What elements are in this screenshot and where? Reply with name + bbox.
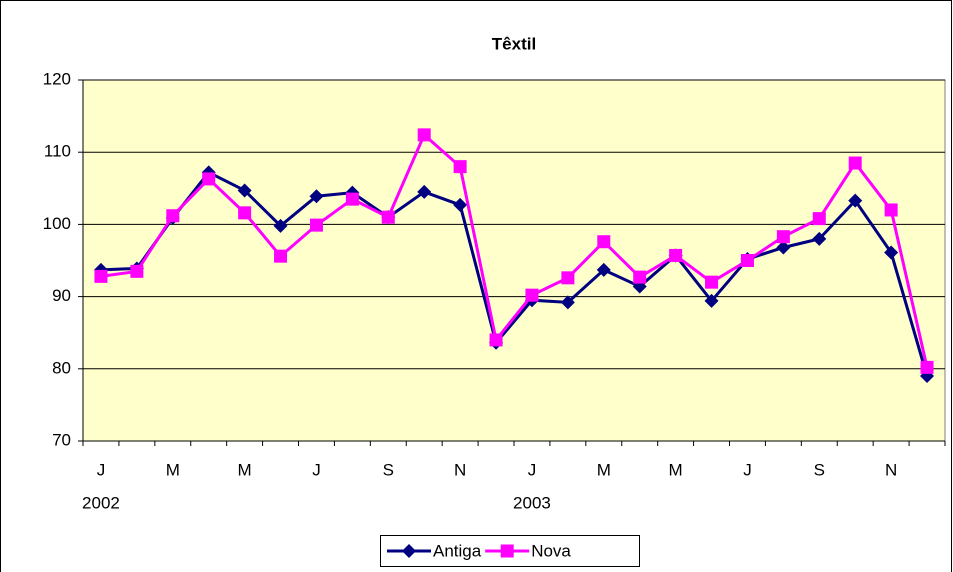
legend-marker (402, 544, 416, 558)
point (417, 184, 432, 199)
point (848, 156, 862, 170)
chart-title: Têxtil (492, 34, 536, 53)
point (309, 218, 323, 232)
point (633, 270, 647, 284)
point (166, 209, 180, 223)
point (884, 245, 899, 260)
point (812, 212, 826, 226)
point (237, 183, 252, 198)
y-tick-label: 80 (52, 358, 71, 377)
y-tick-label: 120 (43, 69, 71, 88)
x-tick-label: N (454, 460, 466, 479)
point (345, 192, 359, 206)
point (596, 262, 611, 277)
point (669, 248, 683, 262)
x-tick-label: N (885, 460, 897, 479)
point (560, 295, 575, 310)
point (453, 197, 468, 212)
x-tick-label: S (814, 460, 825, 479)
y-tick-label: 110 (44, 142, 71, 161)
legend-label: Nova (531, 541, 571, 560)
x-tick-label: M (597, 460, 611, 479)
point (238, 206, 252, 220)
point (381, 210, 395, 224)
x-tick-label: J (97, 460, 106, 479)
y-tick-label: 100 (43, 214, 71, 233)
point (130, 264, 144, 278)
point (704, 293, 719, 308)
point (812, 231, 827, 246)
point (848, 193, 863, 208)
point (597, 235, 611, 249)
point (274, 249, 288, 263)
series-line (100, 170, 929, 377)
point (273, 218, 288, 233)
point (776, 230, 790, 244)
x-tick-label: M (669, 460, 683, 479)
point (561, 271, 575, 285)
y-tick-label: 70 (52, 430, 71, 449)
x-tick-label: M (166, 460, 180, 479)
point (202, 172, 216, 186)
year-label: 2002 (82, 493, 120, 512)
legend-label: Antiga (433, 541, 482, 560)
point (776, 240, 791, 255)
year-label: 2003 (513, 493, 551, 512)
point (920, 360, 934, 374)
point (525, 288, 539, 302)
point (705, 275, 719, 289)
plot-background (82, 79, 946, 442)
x-tick-label: J (528, 460, 537, 479)
x-tick-label: J (312, 460, 321, 479)
point (417, 128, 431, 142)
x-tick-label: J (743, 460, 752, 479)
legend-marker (500, 544, 514, 558)
point (309, 189, 324, 204)
point (740, 254, 754, 267)
point (453, 160, 467, 174)
x-tick-label: M (238, 460, 252, 479)
point (489, 333, 503, 347)
x-tick-label: S (383, 460, 394, 479)
point (884, 203, 898, 217)
point (94, 269, 108, 283)
y-tick-label: 90 (52, 286, 71, 305)
